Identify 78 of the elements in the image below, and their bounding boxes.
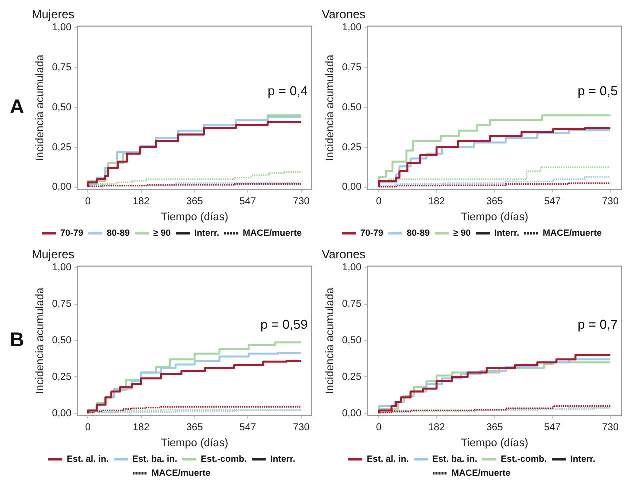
legend-label: MACE/muerte [542, 228, 602, 238]
legend-label: 80-89 [407, 228, 430, 238]
y-tick-label: 0,75 [52, 299, 72, 310]
x-axis-title: Tiempo (días) [161, 437, 229, 450]
y-axis-title: Incidencia acumulada [324, 287, 337, 394]
legend-label: Est. ba. in. [132, 454, 178, 464]
chart-title: Varones [322, 248, 366, 262]
x-tick-label: 547 [544, 422, 562, 434]
annotation: p = 0,59 [260, 317, 308, 332]
legend-label: ≥ 90 [454, 228, 471, 238]
y-tick-label: 0,50 [342, 102, 362, 114]
legend-label: ≥ 90 [154, 228, 171, 238]
legend-label: Interr. [194, 228, 220, 238]
y-tick-label: 0,50 [52, 335, 72, 346]
y-tick-label: 1,00 [342, 22, 362, 34]
chart-title: Varones [322, 8, 366, 22]
x-tick-label: 182 [133, 196, 150, 208]
x-axis-title: Tiempo (días) [461, 437, 529, 450]
annotation: p = 0,4 [268, 83, 308, 98]
annotation: p = 0,7 [578, 317, 618, 332]
legend-label: MACE/muerte [452, 468, 511, 478]
y-tick-label: 0,00 [52, 408, 72, 420]
y-tick-label: 0,50 [52, 102, 72, 114]
legend-label: 70-79 [360, 228, 384, 238]
x-tick-label: 0 [85, 422, 92, 434]
legend-label: 70-79 [60, 228, 84, 238]
text: A [10, 96, 24, 119]
x-tick-label: 730 [602, 196, 620, 208]
legend-label: MACE/muerte [152, 468, 211, 478]
x-axis-title: Tiempo (días) [161, 211, 229, 224]
x-tick-label: 365 [186, 422, 204, 434]
legend-label: Est. al. in. [366, 454, 409, 464]
x-tick-label: 0 [85, 196, 92, 208]
y-tick-label: 0,75 [52, 62, 72, 74]
y-tick-label: 0,25 [52, 142, 72, 154]
y-axis-title: Incidencia acumulada [34, 287, 47, 394]
y-tick-label: 0,75 [342, 299, 362, 310]
y-tick-label: 1,00 [52, 262, 72, 274]
legend-label: Est.-comb. [501, 454, 548, 464]
x-tick-label: 365 [486, 422, 504, 434]
x-tick-label: 547 [240, 196, 257, 208]
y-tick-label: 0,25 [342, 372, 362, 383]
x-tick-label: 0 [376, 422, 382, 434]
legend-label: 80-89 [107, 228, 130, 238]
x-tick-label: 182 [428, 196, 446, 208]
x-tick-label: 730 [293, 196, 310, 208]
x-tick-label: 182 [428, 422, 446, 434]
legend-label: Interr. [570, 454, 596, 464]
legend-label: Interr. [494, 228, 520, 238]
x-tick-label: 547 [240, 422, 257, 434]
legend-label: Interr. [270, 454, 296, 464]
y-tick-label: 0,00 [342, 408, 362, 420]
x-tick-label: 0 [376, 196, 382, 208]
x-tick-label: 547 [544, 196, 562, 208]
chart-title: Mujeres [32, 8, 75, 22]
y-tick-label: 1,00 [342, 262, 362, 274]
text: B [10, 330, 24, 352]
legend-label: MACE/muerte [242, 228, 302, 238]
annotation: p = 0,5 [578, 83, 618, 98]
x-tick-label: 182 [133, 422, 150, 434]
y-tick-label: 0,00 [52, 182, 72, 194]
chart-title: Mujeres [32, 248, 75, 262]
y-tick-label: 0,00 [342, 182, 362, 194]
y-tick-label: 0,25 [52, 372, 72, 383]
legend-label: Est.-comb. [201, 454, 248, 464]
y-axis-title: Incidencia acumulada [324, 54, 337, 162]
y-tick-label: 0,50 [342, 335, 362, 346]
x-tick-label: 730 [293, 422, 310, 434]
legend-label: Est. al. in. [66, 454, 109, 464]
legend-label: Est. ba. in. [432, 454, 478, 464]
y-tick-label: 0,25 [342, 142, 362, 154]
y-tick-label: 1,00 [52, 22, 72, 34]
y-tick-label: 0,75 [342, 62, 362, 74]
x-tick-label: 365 [486, 196, 504, 208]
x-tick-label: 365 [186, 196, 204, 208]
x-axis-title: Tiempo (días) [461, 211, 529, 224]
x-tick-label: 730 [602, 422, 620, 434]
y-axis-title: Incidencia acumulada [34, 54, 47, 162]
